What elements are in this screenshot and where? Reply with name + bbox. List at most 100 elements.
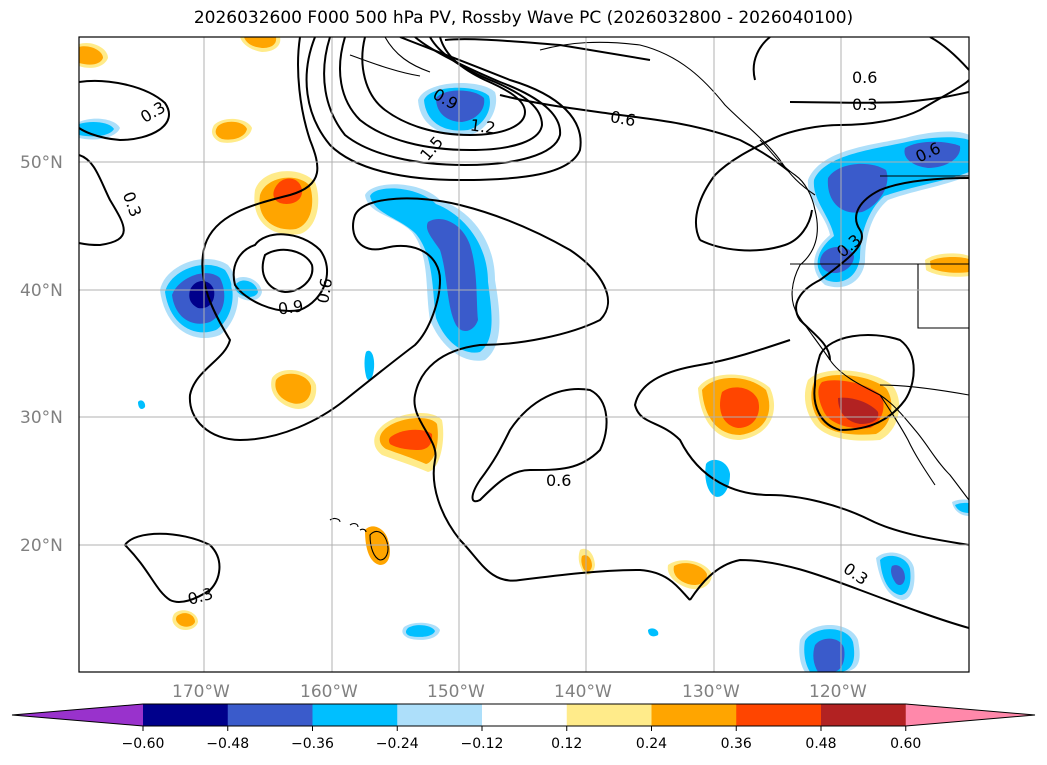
- map-area: 0.3 0.3 0.3 0.3 0.3 0.3 0.6 0.6 0.6 0.6 …: [79, 37, 969, 672]
- lon-label: 160°W: [300, 682, 358, 702]
- contour: [471, 388, 608, 503]
- latitude-labels: 50°N 40°N 30°N 20°N: [20, 153, 63, 556]
- colorbar-bin: [651, 704, 737, 726]
- positive-anomaly: [215, 121, 247, 140]
- alaska-coast: [349, 37, 816, 196]
- positive-anomaly: [673, 563, 707, 585]
- negative-anomaly: [426, 218, 478, 332]
- positive-anomaly: [275, 373, 312, 404]
- contour: [695, 79, 969, 241]
- lon-label: 130°W: [682, 682, 740, 702]
- negative-anomaly: [138, 400, 146, 410]
- contour: [444, 38, 651, 61]
- positive-anomaly: [581, 555, 592, 572]
- contour: [633, 339, 969, 546]
- negative-anomaly: [904, 141, 961, 168]
- contour-label: 1.5: [416, 133, 447, 165]
- contour-label: 0.3: [852, 95, 877, 114]
- anomaly-shading: [79, 37, 969, 672]
- colorbar-tick-label: −0.24: [376, 736, 419, 752]
- colorbar-extend-max: [905, 704, 1035, 726]
- contour: [752, 37, 969, 81]
- baja-coast: [879, 394, 936, 486]
- contour: [499, 94, 791, 173]
- lat-label: 40°N: [20, 281, 63, 301]
- colorbar-bin: [482, 704, 568, 726]
- negative-anomaly: [813, 638, 845, 672]
- contour-label: 0.6: [313, 276, 336, 304]
- colorbar-bin: [312, 704, 398, 726]
- colorbar: [11, 703, 1036, 727]
- colorbar-tick-label: −0.48: [206, 736, 249, 752]
- colorbar-tick-label: −0.12: [461, 736, 504, 752]
- negative-anomaly: [955, 502, 969, 513]
- contour: [323, 37, 562, 167]
- contour-label: 1.2: [469, 115, 497, 137]
- positive-anomaly: [244, 37, 277, 48]
- coastlines: [329, 37, 969, 561]
- map-frame: [78, 36, 970, 673]
- colorbar-bin: [736, 704, 822, 726]
- us-border: [790, 175, 969, 396]
- contour: [79, 154, 125, 247]
- contour: [79, 79, 170, 142]
- contour-label: 0.6: [546, 471, 571, 490]
- contour-label: 0.9: [277, 296, 305, 318]
- contour-label: 0.6: [852, 68, 877, 87]
- colorbar-bin: [397, 704, 483, 726]
- colorbar-ticks: −0.60 −0.48 −0.36 −0.24 −0.12 0.12 0.24 0.36 0.4…: [122, 726, 921, 752]
- lat-label: 50°N: [20, 153, 63, 173]
- lat-label: 30°N: [20, 408, 63, 428]
- colorbar-bin: [143, 704, 229, 726]
- positive-anomaly: [930, 256, 969, 273]
- positive-anomaly: [388, 429, 433, 450]
- contour-label: 0.6: [609, 107, 637, 130]
- contour-label: 0.3: [186, 584, 216, 609]
- contour: [689, 558, 969, 629]
- contour: [795, 177, 969, 361]
- hawaii-big-island: [369, 530, 389, 561]
- pv-contours: [79, 37, 969, 629]
- contour: [339, 37, 544, 152]
- lon-label: 140°W: [554, 682, 612, 702]
- map-title: 2026032600 F000 500 hPa PV, Rossby Wave …: [193, 8, 854, 28]
- contour: [232, 233, 329, 312]
- negative-anomaly: [405, 625, 435, 637]
- positive-anomaly: [79, 46, 103, 65]
- negative-anomaly: [827, 163, 888, 213]
- negative-anomaly: [436, 90, 485, 122]
- colorbar-bin: [227, 704, 313, 726]
- positive-anomaly: [176, 613, 195, 627]
- gridlines: [79, 37, 969, 672]
- colorbar-tick-label: 0.48: [805, 736, 836, 752]
- lon-label: 170°W: [172, 682, 230, 702]
- colorbar-tick-label: 0.24: [636, 736, 667, 752]
- negative-anomaly: [705, 459, 730, 497]
- negative-anomaly: [891, 565, 905, 586]
- hawaii-islands: [329, 517, 367, 533]
- contour: [699, 209, 813, 252]
- contour: [789, 91, 969, 104]
- colorbar-tick-label: 0.12: [551, 736, 582, 752]
- colorbar-tick-label: −0.36: [291, 736, 334, 752]
- colorbar-tick-label: 0.36: [721, 736, 752, 752]
- bc-coast: [759, 139, 969, 501]
- longitude-labels: 170°W 160°W 150°W 140°W 130°W 120°W: [172, 682, 867, 702]
- contour: [123, 532, 221, 603]
- contour: [361, 37, 527, 137]
- contour: [261, 248, 314, 294]
- colorbar-bin: [566, 704, 652, 726]
- negative-anomaly: [820, 246, 854, 274]
- negative-anomaly: [648, 628, 659, 637]
- negative-anomaly: [189, 281, 215, 309]
- lon-label: 150°W: [427, 682, 485, 702]
- colorbar-bin: [821, 704, 907, 726]
- lat-label: 20°N: [20, 536, 63, 556]
- contour-label: 0.3: [119, 189, 146, 219]
- contour: [305, 37, 582, 182]
- negative-anomaly: [364, 350, 375, 381]
- lon-label: 120°W: [809, 682, 867, 702]
- colorbar-tick-label: 0.60: [890, 736, 921, 752]
- colorbar-extend-min: [12, 704, 143, 726]
